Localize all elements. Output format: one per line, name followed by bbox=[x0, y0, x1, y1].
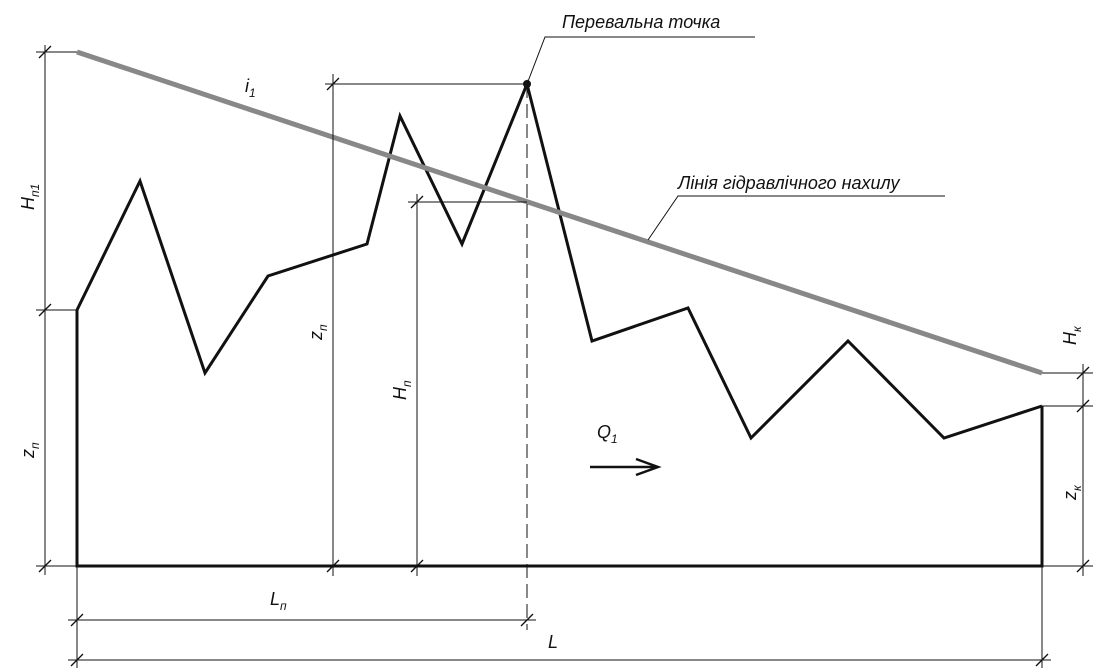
zp-inner-label: zп bbox=[306, 324, 330, 341]
terrain-profile bbox=[75, 79, 1043, 441]
label-sub: 1 bbox=[611, 432, 618, 446]
hp1-label: Hп1 bbox=[18, 184, 42, 210]
label-main: z bbox=[18, 449, 38, 459]
label-main: i bbox=[245, 76, 250, 96]
pass-point-leader bbox=[526, 36, 755, 85]
label-main: z bbox=[306, 331, 326, 341]
label-sub: к bbox=[1070, 325, 1084, 332]
flow-label: Q1 bbox=[597, 422, 618, 446]
pass-point-label: Перевальна точка bbox=[562, 12, 720, 32]
label-sub: п bbox=[400, 380, 414, 387]
label-sub: 1 bbox=[249, 86, 256, 100]
slope-label: i1 bbox=[245, 76, 256, 100]
label-main: H bbox=[18, 196, 38, 210]
hydraulic-line-leader bbox=[647, 195, 945, 241]
hydraulic-line-label: Лінія гідравлічного нахилу bbox=[677, 173, 900, 193]
zk-label: zк bbox=[1060, 484, 1084, 501]
label-main: L bbox=[270, 589, 280, 609]
label-main: Q bbox=[597, 422, 611, 442]
label-sub: п bbox=[280, 599, 287, 613]
flow-arrow bbox=[590, 457, 662, 477]
hp-label: Hп bbox=[390, 380, 414, 400]
lp-label: Lп bbox=[270, 589, 287, 613]
hydraulic-gradient-line bbox=[76, 49, 1043, 376]
dimension-lines bbox=[36, 45, 1093, 668]
l-label: L bbox=[548, 632, 558, 652]
label-sub: п bbox=[28, 442, 42, 449]
label-sub: п1 bbox=[28, 184, 42, 197]
label-main: H bbox=[1060, 331, 1080, 345]
label-main: H bbox=[390, 386, 410, 400]
label-main: z bbox=[1060, 491, 1080, 501]
label-sub: к bbox=[1070, 484, 1084, 491]
hk-label: Hк bbox=[1060, 325, 1084, 345]
label-sub: п bbox=[316, 324, 330, 331]
zp-left-label: zп bbox=[18, 442, 42, 459]
